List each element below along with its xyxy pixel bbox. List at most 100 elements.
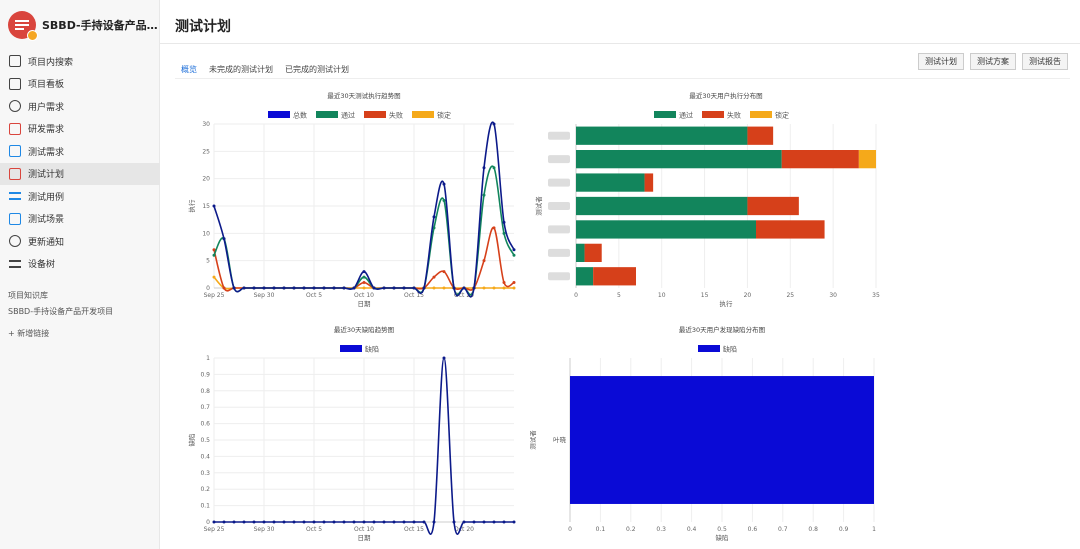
dev-requirement-icon [9, 122, 21, 135]
data-point [222, 520, 226, 524]
bar-失败 [747, 126, 774, 145]
bar-锁定 [858, 150, 876, 169]
x-tick-label: 0.3 [656, 526, 666, 533]
sidebar-item-share[interactable]: 测试需求 [0, 140, 160, 163]
x-tick-label: Sep 30 [254, 526, 275, 533]
sidebar-item-tree[interactable]: 设备树 [0, 253, 160, 276]
test-plan-button[interactable]: 测试计划 [918, 53, 964, 70]
legend-swatch [412, 111, 434, 118]
test-case-icon [9, 190, 21, 202]
sidebar-item-chat[interactable]: 更新通知 [0, 230, 160, 253]
chart-title: 最近30天用户执行分布图 [689, 91, 762, 100]
x-tick-label: 0.9 [839, 526, 849, 533]
data-point [362, 281, 366, 285]
x-tick-label: Oct 20 [454, 526, 474, 533]
knowledge-base-title: 项目知识库 [8, 291, 48, 300]
data-point [232, 520, 236, 524]
data-point [452, 520, 456, 524]
y-axis-label: 测试者 [530, 430, 537, 450]
sidebar-item-user[interactable]: 用户需求 [0, 95, 160, 118]
bar-失败 [756, 220, 825, 239]
data-point [392, 286, 396, 290]
sidebar-item-dev-requirement[interactable]: 研发需求 [0, 118, 160, 141]
bar-失败 [781, 150, 859, 169]
x-tick-label: 0.7 [778, 526, 788, 533]
share-icon [9, 145, 21, 158]
data-point [432, 275, 436, 279]
data-point [502, 231, 506, 235]
sidebar-item-label: 测试需求 [28, 147, 65, 158]
y-axis-label: 执行 [187, 199, 196, 213]
project-header[interactable]: SBBD-手持设备产品开发... [8, 8, 158, 42]
data-point [322, 520, 326, 524]
blurred-tester-name [548, 225, 570, 234]
x-tick-label: 35 [872, 292, 880, 299]
data-point [302, 520, 306, 524]
sidebar-item-label: 测试场景 [28, 215, 65, 226]
data-point [442, 270, 446, 274]
y-tick-label: 0.5 [200, 437, 210, 444]
test-scheme-button[interactable]: 测试方案 [970, 53, 1016, 70]
data-point [432, 286, 436, 290]
data-point [512, 281, 516, 285]
test-report-button[interactable]: 测试报告 [1022, 53, 1068, 70]
data-point [382, 520, 386, 524]
test-plan-icon [9, 167, 21, 180]
bar-通过 [576, 196, 748, 216]
x-tick-label: Oct 15 [404, 526, 424, 533]
action-buttons: 测试计划 测试方案 测试报告 [912, 53, 1068, 70]
x-tick-label: 0.8 [808, 526, 818, 533]
data-point [252, 286, 256, 290]
tab-divider [175, 78, 1070, 79]
legend-swatch [654, 111, 676, 118]
data-point [222, 237, 226, 241]
data-point [502, 281, 506, 285]
data-point [372, 286, 376, 290]
data-point [482, 259, 486, 263]
blurred-tester-name [548, 131, 570, 140]
sidebar-item-monitor-search[interactable]: 项目内搜索 [0, 50, 160, 73]
x-tick-label: Oct 5 [306, 526, 322, 533]
legend-swatch [364, 111, 386, 118]
x-tick-label: 0.2 [626, 526, 636, 533]
tab-completed-plans[interactable]: 已完成的测试计划 [285, 65, 349, 74]
data-point [352, 520, 356, 524]
data-point [392, 520, 396, 524]
tab-incomplete-plans[interactable]: 未完成的测试计划 [209, 65, 273, 74]
data-point [212, 248, 216, 252]
data-point [512, 248, 516, 252]
data-point [472, 520, 476, 524]
bar-失败 [644, 173, 654, 192]
sidebar: SBBD-手持设备产品开发... 项目内搜索项目看板用户需求研发需求测试需求测试… [0, 0, 160, 549]
x-axis-label: 日期 [358, 534, 372, 542]
data-point [462, 286, 466, 290]
x-tick-label: Sep 30 [254, 292, 275, 299]
data-point [442, 356, 446, 360]
tab-overview[interactable]: 概览 [181, 64, 197, 79]
bar-失败 [584, 243, 602, 262]
legend-swatch [268, 111, 290, 118]
bar-通过 [576, 173, 645, 192]
knowledge-base-project-link[interactable]: SBBD-手持设备产品开发项目 [8, 307, 114, 316]
chart-title: 最近30天用户发现缺陷分布图 [679, 325, 765, 334]
sidebar-item-test-plan[interactable]: 测试计划 [0, 162, 160, 185]
x-tick-label: Oct 10 [354, 292, 374, 299]
add-link-button[interactable]: + 新增链接 [8, 329, 50, 338]
data-point [322, 286, 326, 290]
data-point [482, 520, 486, 524]
data-point [492, 166, 496, 170]
y-tick-label: 0.2 [200, 486, 210, 493]
x-tick-label: 0.4 [687, 526, 697, 533]
sidebar-item-test-case[interactable]: 测试用例 [0, 185, 160, 208]
x-tick-label: Oct 20 [454, 292, 474, 299]
sidebar-item-kanban[interactable]: 项目看板 [0, 73, 160, 96]
sidebar-item-label: 设备树 [28, 260, 56, 271]
data-point [422, 286, 426, 290]
blurred-tester-name [548, 248, 570, 257]
legend-label: 锁定 [437, 111, 451, 120]
chart-title: 最近30天测试执行趋势图 [327, 91, 400, 100]
sidebar-item-scene[interactable]: 测试场景 [0, 208, 160, 231]
data-point [382, 286, 386, 290]
data-point [312, 286, 316, 290]
